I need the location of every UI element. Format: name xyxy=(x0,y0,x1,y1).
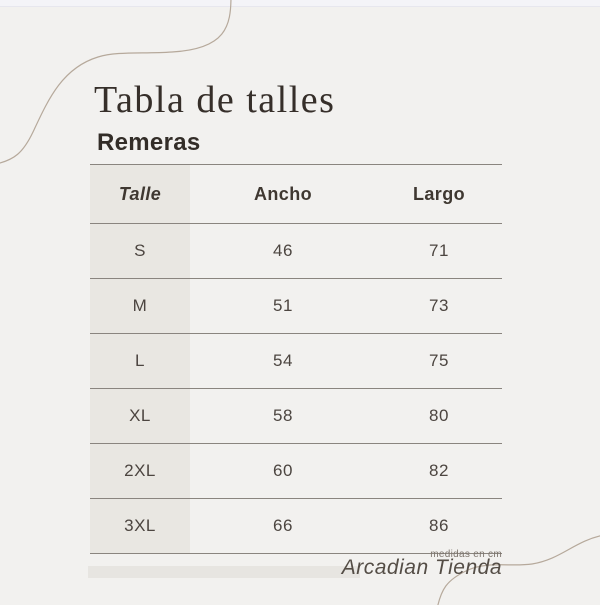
product-category-subtitle: Remeras xyxy=(97,129,201,156)
size-label: M xyxy=(90,279,190,333)
width-value: 51 xyxy=(273,296,293,315)
width-value: 46 xyxy=(273,241,293,260)
length-value: 80 xyxy=(429,406,449,425)
table-row: M 51 73 xyxy=(90,279,502,334)
top-edge-strip xyxy=(0,0,600,7)
table-row: 3XL 66 86 xyxy=(90,499,502,554)
width-value: 54 xyxy=(273,351,293,370)
table-header-row: Talle Ancho Largo xyxy=(90,165,502,224)
length-value: 73 xyxy=(429,296,449,315)
width-value: 60 xyxy=(273,461,293,480)
size-label: L xyxy=(90,334,190,388)
table-row: XL 58 80 xyxy=(90,389,502,444)
page-title: Tabla de talles xyxy=(94,79,336,121)
table-row: L 54 75 xyxy=(90,334,502,389)
size-table: Talle Ancho Largo S 46 71 M 51 73 L 54 7… xyxy=(90,164,502,554)
store-brand-name: Arcadian Tienda xyxy=(341,556,502,579)
column-header-width: Ancho xyxy=(254,183,312,204)
size-label: 3XL xyxy=(90,499,190,553)
size-label: 2XL xyxy=(90,444,190,498)
table-row: S 46 71 xyxy=(90,224,502,279)
footer-accent-bar xyxy=(88,566,360,578)
width-value: 66 xyxy=(273,516,293,535)
width-value: 58 xyxy=(273,406,293,425)
length-value: 71 xyxy=(429,241,449,260)
table-row: 2XL 60 82 xyxy=(90,444,502,499)
length-value: 75 xyxy=(429,351,449,370)
column-header-length: Largo xyxy=(412,183,465,204)
size-label: XL xyxy=(90,389,190,443)
size-label: S xyxy=(90,224,190,278)
length-value: 82 xyxy=(429,461,449,480)
length-value: 86 xyxy=(429,516,449,535)
column-header-size: Talle xyxy=(90,165,190,223)
